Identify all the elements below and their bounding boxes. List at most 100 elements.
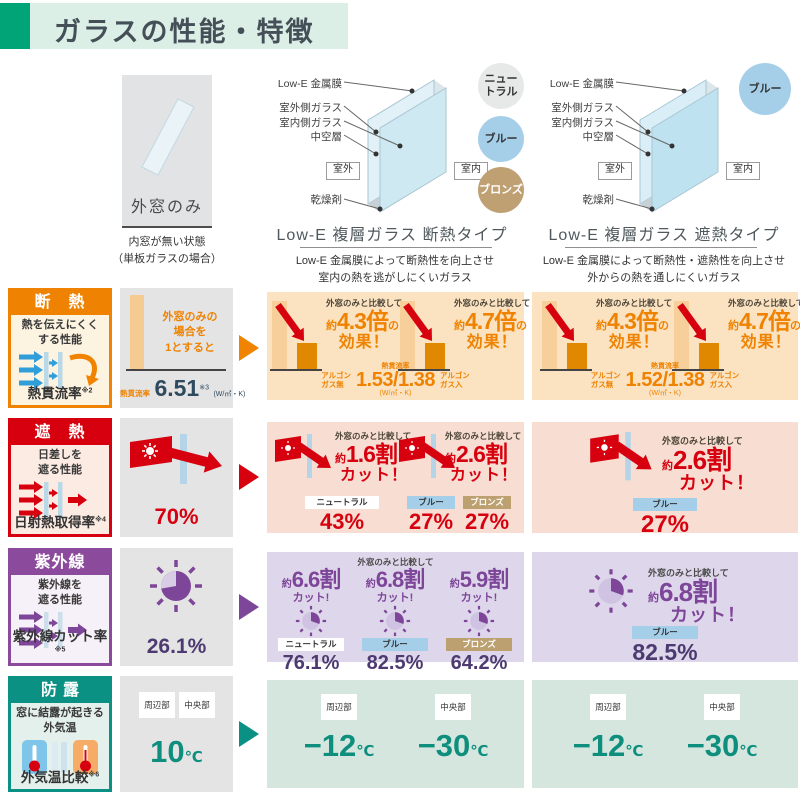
insulation-glass-title: Low-E 複層ガラス 断熱タイプ (276, 227, 508, 244)
base-solar-gain: 70% (154, 504, 199, 529)
compare-note: 外窓のみと比較して (454, 298, 531, 308)
swatch-bronze: ブロンズ (478, 167, 524, 213)
cell-shield-base: 70% (120, 418, 233, 537)
metric-solar-gain: 日射熱取得率※4 (11, 511, 109, 531)
row-uv-label: 紫外線 紫外線を 遮る性能 紫外線カット率 ※5 (8, 548, 112, 666)
label-outer-glass: 室外側ガラス (279, 102, 342, 114)
row-condensation-label: 防露 窓に結露が起きる 外気温 外気温比較※6 (8, 676, 112, 792)
temp-number: −30 (417, 728, 471, 763)
temp-number: −12 (303, 728, 357, 763)
shield-result-text: 外窓のみと比較して 約1.6割 カット！ (335, 430, 413, 484)
outer-only-divider (122, 226, 212, 228)
effect-label: 効果！ (740, 333, 792, 351)
temp-group-center: 中央部 −30℃ (403, 694, 503, 761)
label-air-layer: 中空層 (310, 131, 343, 143)
chip-percent: ブロンズ 27% (463, 496, 511, 533)
temp-unit: ℃ (184, 749, 203, 766)
metric-label: 紫外線カット率 (12, 629, 108, 644)
cell-shield-mid: 外窓のみと比較して 約1.6割 カット！ ニュートラル 43% 外窓のみと比較し… (267, 422, 524, 533)
cell-shield-right: 外窓のみと比較して 約2.6割 カット！ ブルー 27% (532, 422, 798, 537)
chip-percent: ニュートラル 43% (305, 496, 379, 533)
metric-u-value: 熱貫流率※2 (11, 382, 109, 402)
temp-unit: ℃ (470, 743, 489, 760)
sun-arrow-icon (590, 432, 652, 481)
insulation-flow-icon (19, 350, 99, 389)
u-value-label: 熱貫流率 (120, 389, 150, 398)
u-value-comparison: アルゴン ガス無 熱貫流率 1.53/1.38 (W/㎡・K) アルゴン ガス入 (267, 363, 524, 397)
color-chip-blue: ブルー (632, 626, 698, 639)
shield-flow-icon (19, 480, 87, 519)
flow-arrow-insulation (239, 335, 259, 361)
temp-number: −12 (572, 728, 626, 763)
label-inner-glass: 室内側ガラス (551, 117, 614, 129)
cut-label: カット！ (339, 466, 408, 484)
percent-value: 76.1% (282, 651, 340, 674)
swatch-neutral: ニュー トラル (478, 63, 524, 109)
insulation-result-group: 外窓のみと比較して 約4.7倍の 効果！ (672, 297, 800, 373)
metric-label: 外気温比較 (20, 770, 89, 785)
uv-flow-icon (19, 610, 87, 649)
uv-result-group: 約6.8割 カット! ブルー 82.5% (355, 568, 435, 673)
cell-uv-right: 外窓のみと比較して 約6.8割 カット！ ブルー 82.5% (532, 552, 798, 664)
double-glazing-illustration (343, 79, 447, 213)
row-uv-desc: 紫外線を 遮る性能 (38, 579, 82, 606)
label-indoor: 室内 (454, 162, 488, 180)
insulation-glass-diagram: Low-E 金属膜 室外側ガラス 室内側ガラス 中空層 乾燥剤 室外 室内 (264, 66, 496, 226)
cut-label: カット！ (679, 473, 755, 494)
cut-label: カット! (460, 591, 498, 604)
cut-value: 2.6割 (456, 441, 508, 467)
cut-label: カット！ (449, 466, 518, 484)
label-desiccant: 乾燥剤 (310, 194, 343, 206)
compare-note: 外窓のみと比較して (357, 557, 434, 567)
u-value-unit: (W/㎡・K) (213, 391, 246, 398)
bar-drop-chart (672, 301, 724, 371)
color-chip-bronze: ブロンズ (446, 637, 512, 651)
flow-arrow-shield (239, 464, 259, 490)
percent-value: 82.5% (366, 651, 424, 674)
row-shield-desc: 日差しを 遮る性能 (38, 449, 82, 476)
u-value-footnote: ※3 (199, 384, 209, 392)
argon-with-label: アルゴン ガス入 (709, 370, 740, 389)
uv-sun-icon (379, 605, 411, 637)
compare-note: 外窓のみと比較して (596, 298, 673, 308)
outer-only-panel: 外窓のみ (122, 75, 212, 227)
cut-label: カット! (292, 591, 330, 604)
shield-glass-desc: Low-E 金属膜によって断熱性・遮熱性を向上させ 外からの熱を通しにくいガラス (542, 255, 786, 284)
label-air-layer: 中空層 (582, 131, 615, 143)
color-chip-blue: ブルー (633, 498, 697, 511)
cell-condensation-base: 周辺部 中央部 10℃ (120, 676, 233, 792)
cell-insulation-right: 外窓のみと比較して 約4.3倍の 効果！ 外窓のみと比較して 約4.7倍の 効果… (532, 292, 800, 400)
metric-footnote: ※4 (95, 516, 106, 524)
uv-sun-icon (150, 560, 202, 612)
base-u-value: 熱貫流率 6.51※3 (W/㎡・K) (120, 375, 245, 402)
temp-unit: ℃ (356, 743, 375, 760)
compare-note: 外窓のみと比較して (335, 431, 412, 441)
outer-only-label: 外窓のみ (130, 199, 203, 216)
color-chip-bronze: ブロンズ (463, 496, 511, 509)
multiplier-value: 4.7倍 (739, 308, 791, 334)
multiplier-value: 4.3倍 (337, 308, 389, 334)
double-glazing-illustration (615, 79, 719, 213)
label-indoor: 室内 (726, 162, 760, 180)
base-temp: 10℃ (120, 736, 233, 767)
sun-arrow-icon (275, 434, 331, 478)
approx-label: 約 (449, 579, 460, 590)
cut-label: カット！ (670, 605, 746, 626)
row-insulation-title: 断 熱 (11, 291, 109, 315)
chip-percent: ブルー 27% (633, 498, 697, 537)
bar-drop-chart (270, 301, 322, 371)
argon-with-label: アルゴン ガス入 (439, 370, 470, 389)
percent-value: 27% (464, 509, 510, 534)
swatch-blue: ブルー (478, 116, 524, 162)
cut-value: 6.8割 (659, 577, 718, 607)
compare-note: 外窓のみと比較して (728, 298, 800, 308)
argon-without-label: アルゴン ガス無 (590, 370, 621, 389)
swatch-blue: ブルー (739, 63, 791, 115)
temp-group-edge: 周辺部 −12℃ (289, 694, 389, 761)
u-value-label: 熱貫流率 (650, 363, 679, 370)
cell-uv-mid: 外窓のみと比較して 約6.6割 カット! ニュートラル 76.1% 約6.8割 … (267, 552, 524, 673)
metric-label: 熱貫流率 (27, 386, 82, 401)
center-chip: 中央部 (435, 694, 471, 720)
cut-value: 1.6割 (346, 441, 398, 467)
